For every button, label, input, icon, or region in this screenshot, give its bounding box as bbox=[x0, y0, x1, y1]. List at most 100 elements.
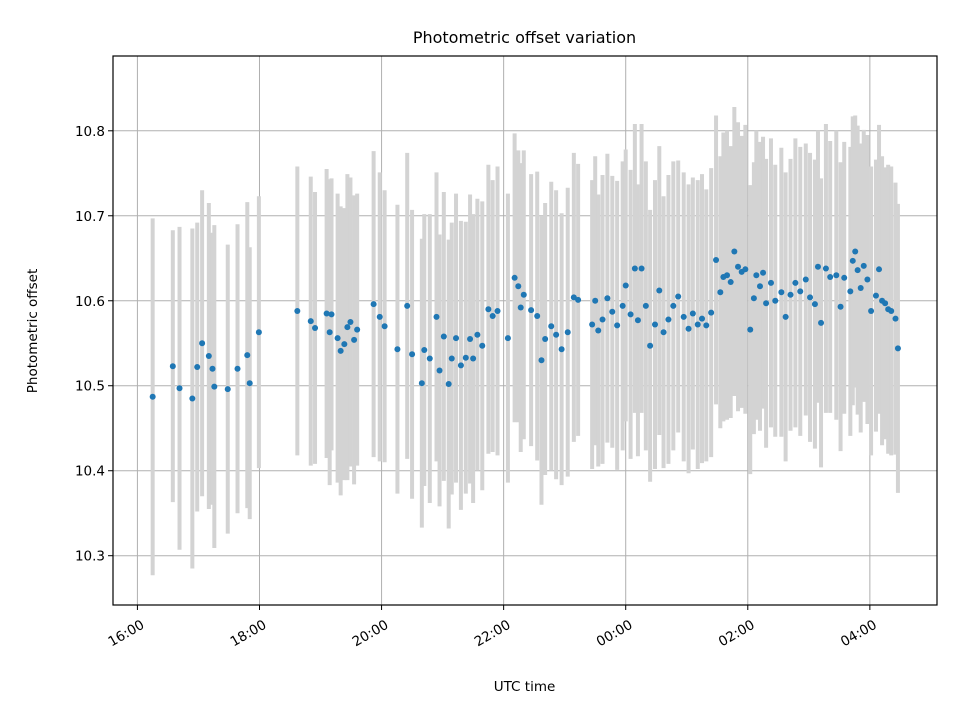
data-point bbox=[767, 279, 774, 286]
data-point bbox=[504, 335, 511, 342]
data-point bbox=[699, 315, 706, 322]
x-tick-label: 02:00 bbox=[716, 617, 758, 650]
data-point bbox=[680, 313, 687, 320]
data-point bbox=[312, 324, 319, 331]
data-point bbox=[209, 365, 216, 372]
x-tick-label: 18:00 bbox=[228, 617, 270, 650]
data-point bbox=[888, 307, 895, 314]
data-point bbox=[436, 367, 443, 374]
data-point bbox=[634, 317, 641, 324]
data-point bbox=[652, 321, 659, 328]
data-point bbox=[211, 383, 218, 390]
data-point bbox=[354, 326, 361, 333]
data-point bbox=[205, 352, 212, 359]
x-tick-label: 04:00 bbox=[838, 617, 880, 650]
data-point bbox=[347, 319, 354, 326]
data-point bbox=[675, 293, 682, 300]
data-point bbox=[515, 283, 522, 290]
data-point bbox=[169, 363, 176, 370]
chart-title: Photometric offset variation bbox=[413, 28, 636, 47]
data-point bbox=[847, 288, 854, 295]
data-point bbox=[199, 340, 206, 347]
data-point bbox=[665, 316, 672, 323]
data-point bbox=[811, 301, 818, 308]
data-point bbox=[627, 311, 634, 318]
data-point bbox=[689, 310, 696, 317]
x-axis: 16:00 18:00 20:00 22:00 00:00 02:00 04:00 bbox=[106, 605, 880, 650]
data-point bbox=[731, 248, 738, 255]
plot-frame bbox=[112, 55, 938, 606]
data-point bbox=[337, 347, 344, 354]
data-point bbox=[575, 296, 582, 303]
data-point bbox=[376, 313, 383, 320]
data-point bbox=[892, 315, 899, 322]
data-point bbox=[753, 272, 760, 279]
data-point bbox=[868, 307, 875, 314]
y-axis-label: Photometric offset bbox=[25, 269, 41, 393]
x-tick-label: 16:00 bbox=[106, 617, 148, 650]
data-point bbox=[453, 335, 460, 342]
data-point bbox=[426, 355, 433, 362]
y-axis: 10.3 10.4 10.5 10.6 10.7 10.8 bbox=[75, 124, 113, 565]
data-point bbox=[760, 269, 767, 276]
data-point bbox=[194, 364, 201, 371]
data-point bbox=[589, 321, 596, 328]
data-point bbox=[747, 326, 754, 333]
data-point bbox=[703, 322, 710, 329]
data-point bbox=[244, 352, 251, 359]
data-point bbox=[849, 257, 856, 264]
data-point bbox=[548, 323, 555, 330]
x-axis-label: UTC time bbox=[494, 679, 556, 695]
data-point bbox=[328, 311, 335, 318]
y-tick-label: 10.7 bbox=[75, 209, 105, 225]
data-point bbox=[344, 324, 351, 331]
data-point bbox=[176, 385, 183, 392]
data-point bbox=[827, 273, 834, 280]
data-point bbox=[149, 393, 156, 400]
x-tick-label: 22:00 bbox=[472, 617, 514, 650]
data-point bbox=[445, 381, 452, 388]
data-point bbox=[614, 322, 621, 329]
data-point bbox=[189, 395, 196, 402]
data-point bbox=[595, 327, 602, 334]
data-point bbox=[656, 287, 663, 294]
data-point bbox=[864, 276, 871, 283]
data-point bbox=[538, 357, 545, 364]
data-point bbox=[814, 263, 821, 270]
data-point bbox=[479, 342, 486, 349]
data-point bbox=[592, 297, 599, 304]
y-tick-label: 10.4 bbox=[75, 464, 105, 480]
data-point bbox=[670, 302, 677, 309]
data-point bbox=[782, 313, 789, 320]
data-point bbox=[638, 265, 645, 272]
data-point bbox=[370, 301, 377, 308]
data-point bbox=[474, 331, 481, 338]
data-point bbox=[841, 274, 848, 281]
data-point bbox=[234, 365, 241, 372]
data-point bbox=[341, 341, 348, 348]
data-point bbox=[440, 333, 447, 340]
data-point bbox=[763, 300, 770, 307]
data-point bbox=[294, 307, 301, 314]
data-points bbox=[149, 248, 901, 402]
data-point bbox=[307, 318, 314, 325]
data-point bbox=[802, 276, 809, 283]
data-point bbox=[882, 300, 889, 307]
data-point bbox=[381, 323, 388, 330]
data-point bbox=[833, 272, 840, 279]
y-tick-label: 10.6 bbox=[75, 294, 105, 310]
data-point bbox=[894, 345, 901, 352]
data-point bbox=[467, 335, 474, 342]
data-point bbox=[609, 308, 616, 315]
data-point bbox=[323, 310, 330, 317]
data-point bbox=[520, 291, 527, 298]
data-point bbox=[857, 285, 864, 292]
data-point bbox=[852, 248, 859, 255]
data-point bbox=[517, 304, 524, 311]
data-point bbox=[787, 291, 794, 298]
data-point bbox=[717, 289, 724, 296]
data-point bbox=[631, 265, 638, 272]
data-point bbox=[727, 279, 734, 286]
data-point bbox=[421, 347, 428, 354]
